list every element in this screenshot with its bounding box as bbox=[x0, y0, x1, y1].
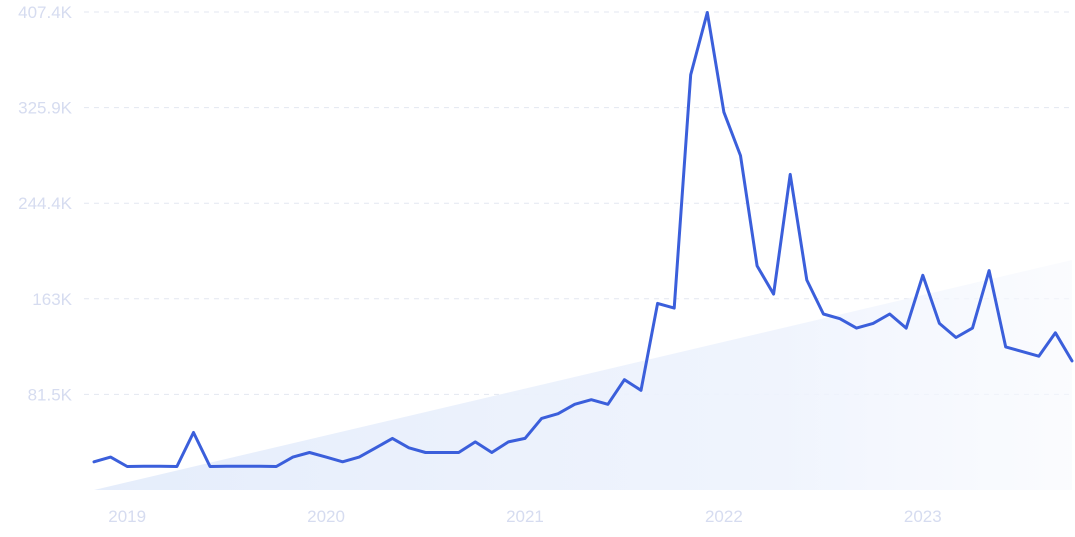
x-tick-label-4: 2023 bbox=[904, 507, 942, 526]
series-line-0 bbox=[92, 11, 1074, 468]
y-axis-tick-labels: 81.5K 163K 244.4K 325.9K 407.4K bbox=[18, 3, 73, 404]
trend-area bbox=[94, 260, 1072, 490]
y-tick-label-4: 407.4K bbox=[18, 3, 73, 22]
x-tick-label-0: 2019 bbox=[108, 507, 146, 526]
x-tick-label-3: 2022 bbox=[705, 507, 743, 526]
x-tick-label-1: 2020 bbox=[307, 507, 345, 526]
y-tick-label-2: 244.4K bbox=[18, 194, 73, 213]
y-tick-label-0: 81.5K bbox=[28, 385, 73, 404]
y-tick-label-3: 325.9K bbox=[18, 99, 73, 118]
series-line-layer bbox=[92, 11, 1074, 468]
x-tick-label-2: 2021 bbox=[506, 507, 544, 526]
x-axis-tick-labels: 2019 2020 2021 2022 2023 bbox=[108, 507, 941, 526]
y-tick-label-1: 163K bbox=[32, 290, 72, 309]
trend-area-layer bbox=[94, 260, 1072, 490]
